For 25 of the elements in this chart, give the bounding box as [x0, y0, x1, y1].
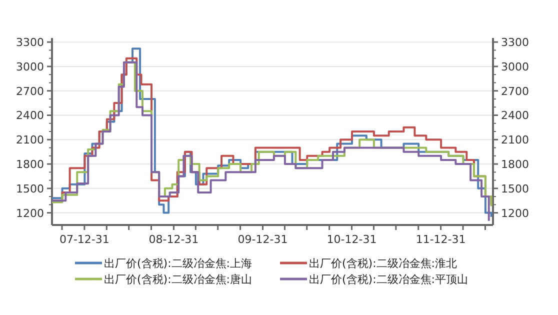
y-tick-label: 2100: [16, 134, 44, 147]
y2-tick-label: 2700: [501, 84, 529, 98]
y-tick-label: 2400: [16, 109, 44, 122]
y2-tick-label: 3300: [501, 36, 529, 50]
y-tick-label: 1800: [16, 158, 44, 172]
y2-tick-label: 2400: [501, 109, 529, 122]
y2-tick-label: 3000: [501, 60, 529, 74]
y2-tick-label: 1200: [501, 206, 529, 220]
x-tick-label: 09-12-31: [238, 233, 288, 246]
y-tick-label: 1200: [16, 206, 44, 220]
y2-tick-label: 1500: [501, 182, 529, 196]
y-tick-label: 3300: [16, 36, 44, 50]
y2-tick-label: 2100: [501, 134, 529, 147]
y-tick-label: 3000: [16, 60, 44, 74]
x-tick-label: 10-12-31: [326, 233, 377, 246]
y2-tick-label: 1800: [501, 158, 529, 172]
legend-label: 出厂价(含税):二级冶金焦:淮北: [309, 257, 457, 270]
legend-label: 出厂价(含税):二级冶金焦:平顶山: [309, 273, 468, 286]
x-tick-label: 08-12-31: [148, 233, 199, 246]
legend-label: 出厂价(含税):二级冶金焦:上海: [104, 257, 252, 270]
y-tick-label: 2700: [16, 84, 44, 98]
x-tick-label: 07-12-31: [59, 233, 110, 246]
legend-label: 出厂价(含税):二级冶金焦:唐山: [104, 273, 252, 286]
y-tick-label: 1500: [16, 182, 44, 196]
x-tick-label: 11-12-31: [416, 233, 466, 246]
